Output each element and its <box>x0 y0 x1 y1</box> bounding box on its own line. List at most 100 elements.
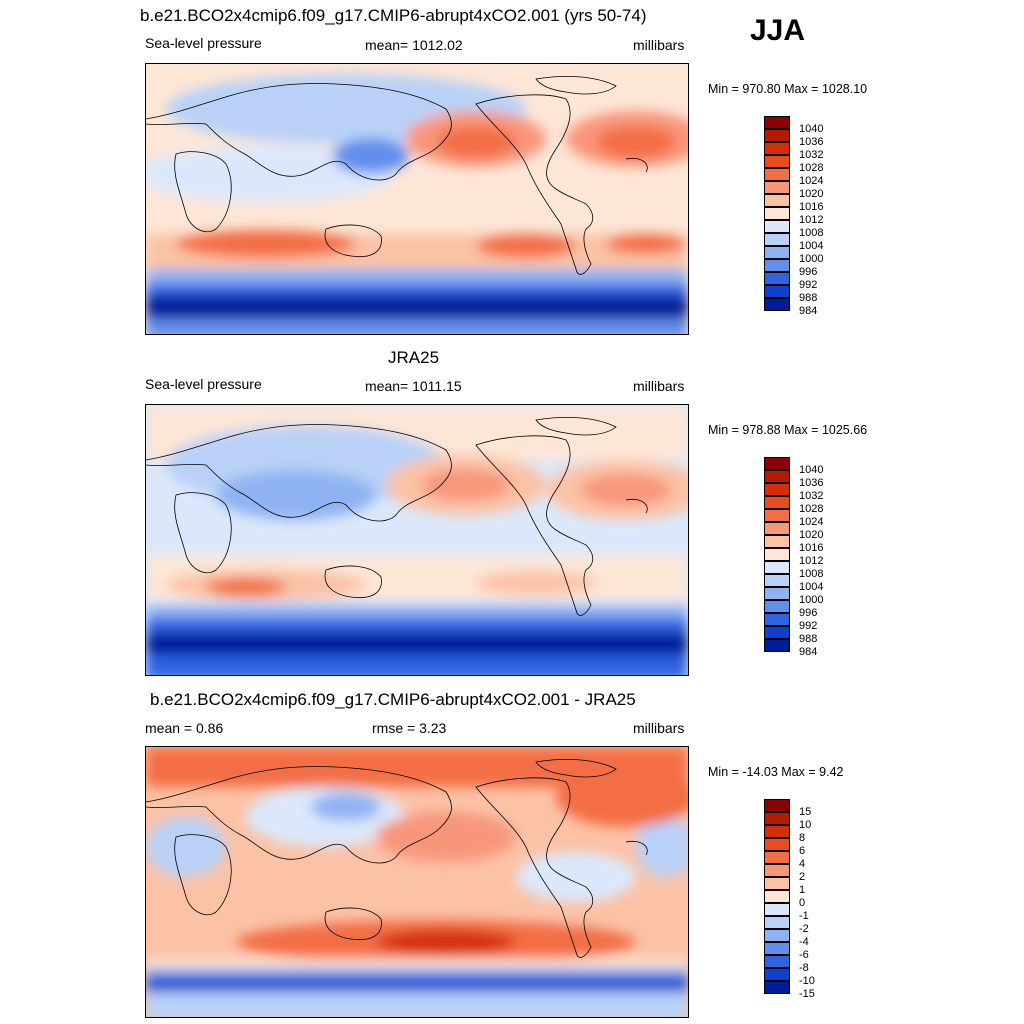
panel-2-legend-swatch-5 <box>764 522 790 535</box>
panel-3-legend-label: 1 <box>799 884 806 896</box>
panel-1-units: millibars <box>633 37 685 53</box>
panel-1-legend-label: 1008 <box>799 227 824 239</box>
panel-1-legend-label: 992 <box>799 279 818 291</box>
panel-2-legend-swatch-0 <box>764 457 790 470</box>
panel-1-legend-swatch-8 <box>764 220 790 233</box>
panel-1-legend-swatch-12 <box>764 272 790 285</box>
panel-2-legend-label: 988 <box>799 633 818 645</box>
panel-1-title: b.e21.BCO2x4cmip6.f09_g17.CMIP6-abrupt4x… <box>140 6 647 25</box>
panel-2-legend-swatch-2 <box>764 483 790 496</box>
panel-3-legend-label: 0 <box>799 897 806 909</box>
panel-2-legend-label: 1036 <box>799 477 824 489</box>
panel-3-legend-swatch-11 <box>764 942 790 955</box>
panel-1-legend-swatch-5 <box>764 181 790 194</box>
panel-2-legend-swatch-6 <box>764 535 790 548</box>
panel-1-legend-swatch-13 <box>764 285 790 298</box>
panel-3-legend-label: -10 <box>799 975 815 987</box>
panel-3-legend-label: -6 <box>799 949 809 961</box>
panel-2-legend-label: 1032 <box>799 490 824 502</box>
panel-1-legend-swatch-14 <box>764 298 790 311</box>
panel-3-legend-swatch-4 <box>764 851 790 864</box>
panel-2-map <box>145 404 689 676</box>
panel-2-legend-label: 1020 <box>799 529 824 541</box>
panel-2-legend-swatch-11 <box>764 600 790 613</box>
panel-3-units: millibars <box>633 720 685 736</box>
season-label: JJA <box>750 14 806 47</box>
panel-2-legend-swatch-7 <box>764 548 790 561</box>
panel-3-legend-label: 6 <box>799 845 806 857</box>
panel-3-legend-swatch-5 <box>764 864 790 877</box>
panel-1-legend-swatch-0 <box>764 116 790 129</box>
panel-2-minmax: Min = 978.88 Max = 1025.66 <box>708 423 868 437</box>
panel-2-legend-swatch-8 <box>764 561 790 574</box>
panel-2-legend-label: 1012 <box>799 555 824 567</box>
panel-2-units: millibars <box>633 378 685 394</box>
panel-3-legend-swatch-12 <box>764 955 790 968</box>
panel-1-legend-label: 1024 <box>799 175 824 187</box>
panel-3-legend-label: -2 <box>799 923 809 935</box>
panel-3-legend-label: 4 <box>799 858 806 870</box>
panel-2-legend-swatch-4 <box>764 509 790 522</box>
panel-2-legend-label: 1008 <box>799 568 824 580</box>
panel-2-legend-swatch-12 <box>764 613 790 626</box>
panel-3-legend-swatch-8 <box>764 903 790 916</box>
panel-1-legend-label: 1000 <box>799 253 824 265</box>
panel-2-legend-swatch-13 <box>764 626 790 639</box>
panel-3-legend-swatch-13 <box>764 968 790 981</box>
panel-3-legend-label: 15 <box>799 806 812 818</box>
panel-1-minmax: Min = 970.80 Max = 1028.10 <box>708 82 868 96</box>
panel-1-legend-swatch-1 <box>764 129 790 142</box>
panel-2-legend-swatch-10 <box>764 587 790 600</box>
panel-1-legend-swatch-3 <box>764 155 790 168</box>
panel-1-legend-swatch-11 <box>764 259 790 272</box>
panel-2-legend-label: 1000 <box>799 594 824 606</box>
panel-2-title: JRA25 <box>388 348 440 367</box>
panel-3-map <box>145 746 689 1018</box>
panel-3-minmax: Min = -14.03 Max = 9.42 <box>708 765 844 779</box>
panel-2-mean: mean= 1011.15 <box>365 378 462 394</box>
panel-1-legend-swatch-10 <box>764 246 790 259</box>
panel-3-legend-swatch-9 <box>764 916 790 929</box>
panel-1-legend-label: 1040 <box>799 123 824 135</box>
panel-3-coastlines <box>146 759 648 958</box>
panel-1-legend-label: 1020 <box>799 188 824 200</box>
panel-3-legend-label: -8 <box>799 962 809 974</box>
panel-1-legend-label: 1028 <box>799 162 824 174</box>
panel-3-legend-label: 2 <box>799 871 806 883</box>
panel-1-legend-label: 984 <box>799 305 818 317</box>
panel-1-legend-swatch-9 <box>764 233 790 246</box>
panel-3-legend-label: -4 <box>799 936 809 948</box>
panel-2-coastlines <box>146 417 648 616</box>
panel-2-legend-label: 1024 <box>799 516 824 528</box>
panel-3-legend-swatch-14 <box>764 981 790 994</box>
panel-2-legend-label: 1040 <box>799 464 824 476</box>
panel-1-legend-label: 1032 <box>799 149 824 161</box>
panel-1-legend-label: 996 <box>799 266 818 278</box>
panel-1-map <box>145 63 689 335</box>
panel-1-legend-swatch-7 <box>764 207 790 220</box>
panel-1-variable: Sea-level pressure <box>145 35 262 51</box>
panel-3-legend-swatch-6 <box>764 877 790 890</box>
panel-2-variable: Sea-level pressure <box>145 376 262 392</box>
panel-1-legend-swatch-4 <box>764 168 790 181</box>
panel-3-legend-label: 10 <box>799 819 812 831</box>
panel-1-legend-swatch-2 <box>764 142 790 155</box>
panel-3-legend-swatch-3 <box>764 838 790 851</box>
panel-2-legend-label: 992 <box>799 620 818 632</box>
panel-3-legend-label: 8 <box>799 832 806 844</box>
panel-1-legend-label: 1004 <box>799 240 824 252</box>
panel-3-legend-label: -15 <box>799 988 815 1000</box>
panel-2-legend-swatch-1 <box>764 470 790 483</box>
panel-3-rmse: rmse = 3.23 <box>372 720 447 736</box>
panel-3-legend-swatch-0 <box>764 799 790 812</box>
panel-2-legend-label: 984 <box>799 646 818 658</box>
panel-2-legend-label: 1028 <box>799 503 824 515</box>
panel-2-legend-label: 996 <box>799 607 818 619</box>
panel-1-legend-label: 988 <box>799 292 818 304</box>
panel-2-legend-swatch-3 <box>764 496 790 509</box>
panel-1-legend-swatch-6 <box>764 194 790 207</box>
panel-3-legend-swatch-2 <box>764 825 790 838</box>
panel-3-legend-swatch-1 <box>764 812 790 825</box>
panel-3-legend-label: -1 <box>799 910 809 922</box>
panel-2-legend-swatch-14 <box>764 639 790 652</box>
